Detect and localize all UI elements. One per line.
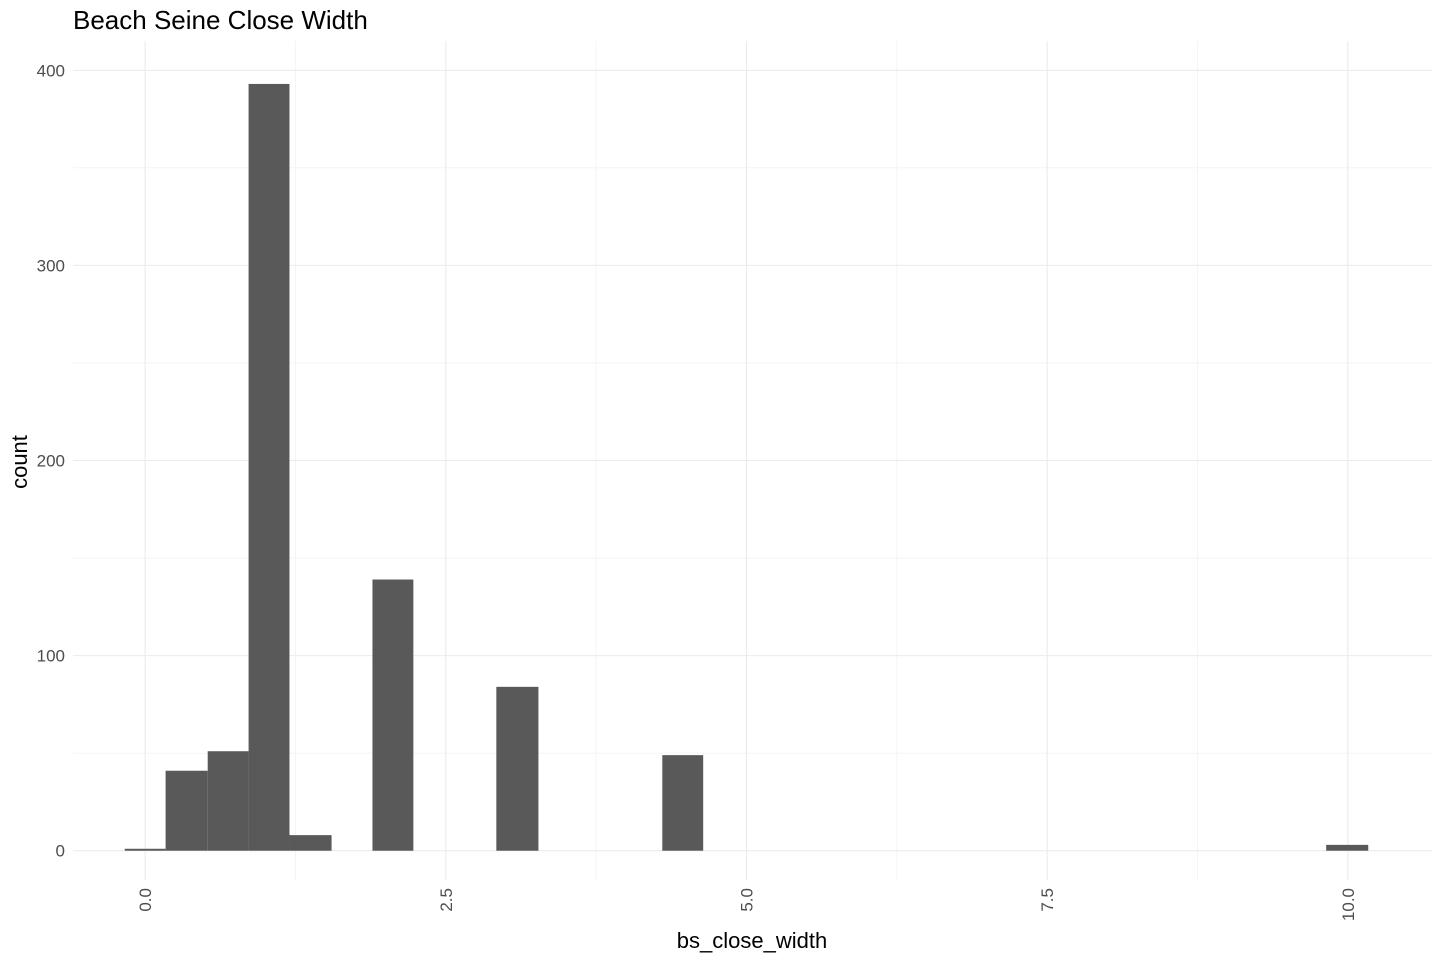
x-tick-label: 7.5 xyxy=(1038,888,1057,912)
histogram-bar xyxy=(496,686,539,851)
histogram-bar xyxy=(662,755,704,851)
x-tick-label: 0.0 xyxy=(136,888,155,912)
grid-layer xyxy=(73,41,1432,880)
histogram-bar xyxy=(207,751,249,851)
y-tick-label: 200 xyxy=(37,452,65,471)
x-tick-label: 5.0 xyxy=(737,888,756,912)
histogram-bar xyxy=(248,83,290,851)
x-axis-title: bs_close_width xyxy=(677,928,827,953)
y-axis-title: count xyxy=(7,435,32,489)
chart-title: Beach Seine Close Width xyxy=(73,5,368,35)
y-tick-label: 300 xyxy=(37,256,65,275)
x-tick-label: 10.0 xyxy=(1339,888,1358,921)
bar-layer xyxy=(124,83,1369,851)
histogram-bar xyxy=(1326,844,1369,851)
histogram-bar xyxy=(289,835,332,851)
histogram-bar xyxy=(372,579,414,851)
y-tick-label: 0 xyxy=(56,842,65,861)
tick-layer: 0 100 200 300 400 0.0 2.5 5.0 7.5 10.0 xyxy=(37,61,1358,921)
x-tick-label: 2.5 xyxy=(437,888,456,912)
y-tick-label: 400 xyxy=(37,61,65,80)
y-tick-label: 100 xyxy=(37,647,65,666)
histogram-bar xyxy=(165,770,208,851)
histogram-bar xyxy=(124,848,166,851)
